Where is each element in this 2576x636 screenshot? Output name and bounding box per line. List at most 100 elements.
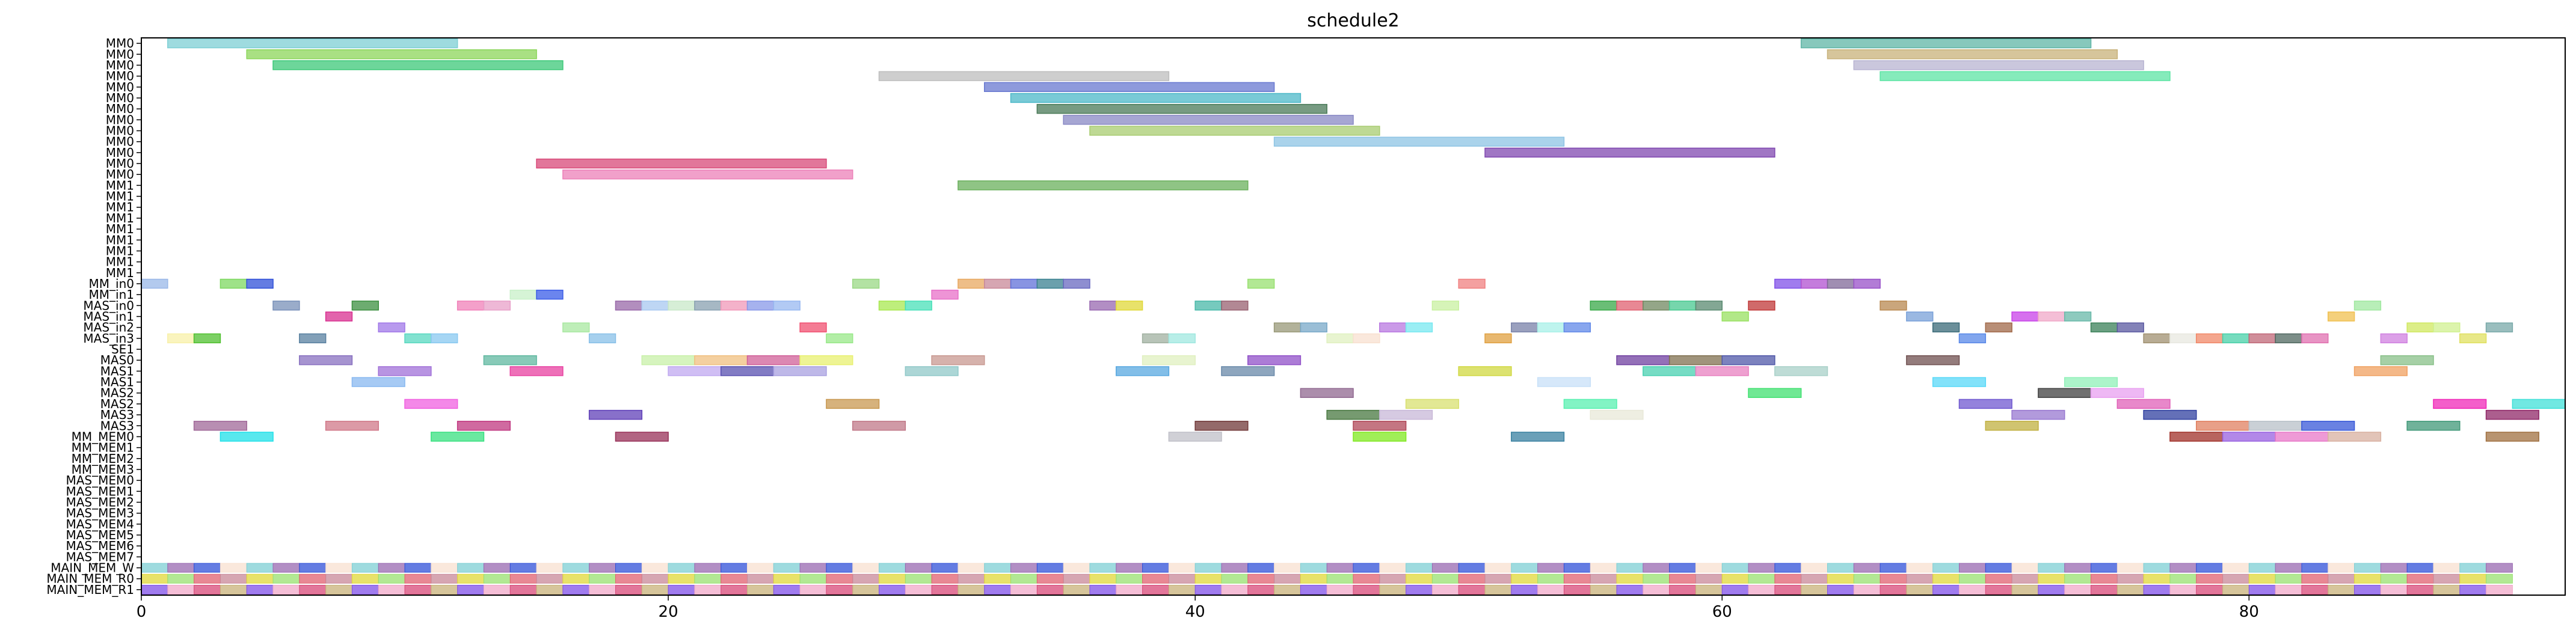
x-tick-label: 0 — [137, 603, 147, 621]
task-bar — [2275, 333, 2302, 344]
memory-slot-bar — [1274, 573, 1301, 584]
row-label: MAS0 — [100, 353, 134, 367]
memory-slot-bar — [1274, 584, 1301, 595]
memory-slot-bar — [773, 563, 801, 573]
task-bar — [562, 322, 590, 332]
memory-slot-bar — [905, 573, 932, 584]
memory-slot-bar — [2486, 584, 2513, 595]
task-bar — [2433, 399, 2487, 409]
memory-slot-bar — [1563, 573, 1591, 584]
memory-slot-bar — [1326, 573, 1354, 584]
task-bar — [404, 399, 458, 409]
row-labels: MM0MM0MM0MM0MM0MM0MM0MM0MM0MM0MM0MM0MM0M… — [46, 36, 141, 597]
task-bar — [220, 432, 274, 442]
x-tick-label: 20 — [659, 603, 678, 621]
task-bar — [299, 355, 353, 365]
memory-slot-bar — [773, 584, 801, 595]
memory-slot-bar — [694, 584, 722, 595]
memory-slot-bar — [1537, 573, 1564, 584]
memory-slot-bar — [1774, 584, 1802, 595]
task-bar — [615, 432, 669, 442]
memory-slot-bar — [351, 563, 379, 573]
memory-slot-bar — [2143, 573, 2171, 584]
row-label: MM0 — [106, 58, 134, 72]
memory-slot-bar — [246, 584, 274, 595]
task-bar — [1010, 278, 1038, 289]
memory-slot-bar — [1247, 563, 1275, 573]
memory-slot-bar — [1116, 563, 1143, 573]
memory-slot-bar — [1985, 584, 2012, 595]
row-label: MAS_MEM0 — [66, 473, 134, 488]
task-bar — [615, 301, 643, 311]
memory-slot-bar — [1247, 573, 1275, 584]
memory-slot-bar — [799, 563, 827, 573]
x-tick-label: 40 — [1185, 603, 1205, 621]
memory-slot-bar — [1643, 563, 1670, 573]
task-bar — [1405, 322, 1433, 332]
memory-slot-bar — [1985, 563, 2012, 573]
row-label: MM0 — [106, 80, 134, 94]
memory-slot-bar — [1168, 563, 1196, 573]
memory-slot-bar — [272, 573, 300, 584]
task-bar — [1774, 366, 1828, 376]
memory-slot-bar — [2433, 584, 2461, 595]
row-label: MAS_MEM5 — [66, 528, 134, 542]
row-label: MM0 — [106, 102, 134, 116]
chart-title: schedule2 — [1307, 10, 1400, 31]
memory-slot-bar — [2459, 584, 2487, 595]
memory-slot-bar — [1353, 573, 1380, 584]
row-label: MM_in0 — [89, 277, 134, 291]
task-bar — [1563, 399, 1617, 409]
memory-slot-bar — [668, 563, 695, 573]
memory-slot-bar — [272, 563, 300, 573]
row-label: MAS1 — [100, 364, 134, 378]
row-label: MM1 — [106, 255, 134, 269]
memory-slot-bar — [1300, 584, 1327, 595]
task-bar — [272, 301, 300, 311]
memory-slot-bar — [1590, 563, 1617, 573]
memory-slot-bar — [1511, 563, 1539, 573]
memory-slot-bar — [1563, 584, 1591, 595]
memory-slot-bar — [1406, 584, 1433, 595]
task-bar — [1273, 136, 1565, 147]
memory-slot-bar — [2091, 584, 2118, 595]
task-bar — [509, 289, 537, 300]
memory-slot-bar — [1089, 584, 1117, 595]
memory-slot-bar — [1748, 563, 1775, 573]
memory-slot-bar — [1906, 584, 1934, 595]
task-bar — [2248, 333, 2276, 344]
memory-slot-bar — [721, 563, 748, 573]
memory-slot-bar — [2433, 563, 2461, 573]
memory-slot-bar — [483, 563, 511, 573]
memory-slot-bar — [299, 573, 327, 584]
task-bar — [1010, 93, 1302, 103]
memory-slot-bar — [879, 584, 906, 595]
memory-slot-bar — [958, 584, 985, 595]
task-bar — [1695, 366, 1749, 376]
task-bar — [1405, 399, 1459, 409]
memory-slot-bar — [1247, 584, 1275, 595]
memory-slot-bar — [1695, 563, 1723, 573]
memory-slot-bar — [1353, 563, 1380, 573]
memory-slot-bar — [1063, 563, 1090, 573]
memory-slot-bar — [1880, 573, 1907, 584]
memory-slot-bar — [404, 563, 432, 573]
task-bar — [246, 278, 274, 289]
memory-slot-bar — [1827, 584, 1854, 595]
task-bar — [1748, 388, 1802, 398]
memory-slot-bar — [2275, 573, 2302, 584]
memory-slot-bar — [1563, 563, 1591, 573]
task-bar — [1116, 301, 1143, 311]
memory-slot-bar — [1906, 563, 1934, 573]
task-bar — [746, 355, 801, 365]
task-bar — [562, 170, 853, 180]
task-bar — [1194, 421, 1249, 431]
memory-slot-bar — [2380, 573, 2408, 584]
memory-slot-bar — [2354, 563, 2381, 573]
memory-slot-bar — [141, 563, 168, 573]
task-bar — [1063, 278, 1090, 289]
memory-slot-bar — [431, 563, 458, 573]
memory-slot-bar — [1537, 584, 1564, 595]
memory-slot-bar — [984, 584, 1012, 595]
task-bar — [983, 278, 1012, 289]
